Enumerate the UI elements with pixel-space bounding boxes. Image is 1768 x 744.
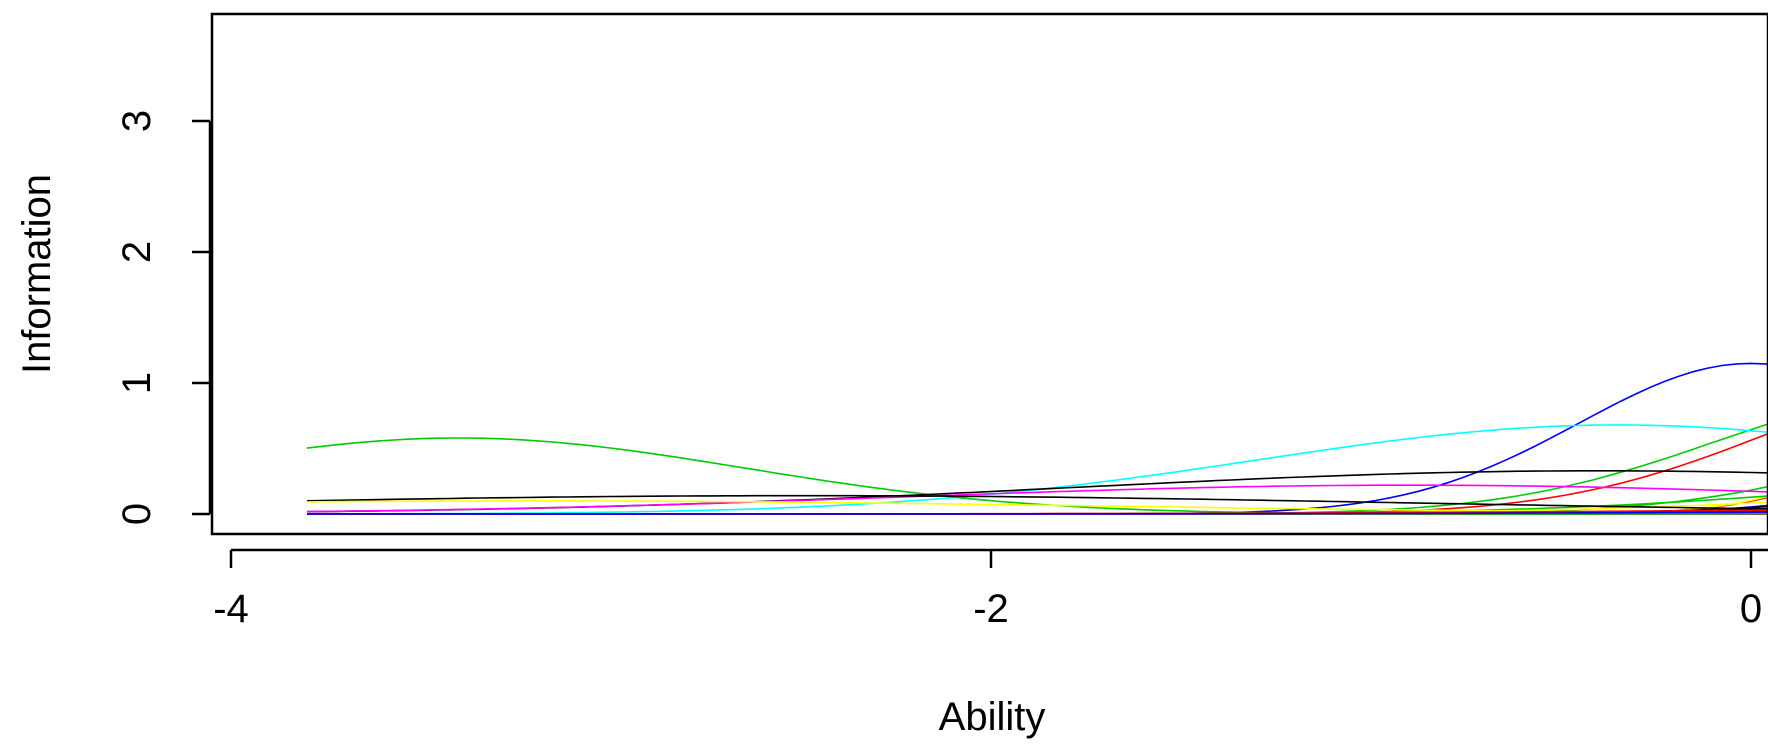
curve-series-26: [307, 432, 1768, 515]
y-axis: 0 1 2 3: [115, 110, 212, 525]
y-tick-label: 0: [115, 503, 159, 525]
curve-series-8: [307, 513, 1768, 515]
curve-series-17: [307, 513, 1768, 515]
curves-layer: [306, 362, 1768, 515]
x-tick-label: -2: [973, 587, 1009, 631]
curve-series-3: [307, 513, 1768, 515]
curve-series-28: [307, 512, 1768, 515]
x-tick-label: 0: [1740, 587, 1762, 631]
curve-series-38: [307, 513, 1768, 515]
y-tick-label: 3: [115, 110, 159, 132]
curve-series-25: [307, 513, 1768, 515]
curve-series-33: [307, 511, 1768, 515]
curve-series-5: [307, 513, 1768, 515]
curve-series-15: [307, 512, 1768, 515]
curve-series-19: [307, 513, 1768, 515]
y-tick-label: 1: [115, 372, 159, 394]
x-axis: -4-2024: [213, 548, 1768, 631]
curve-series-18: [307, 513, 1768, 515]
curve-series-1: [307, 513, 1768, 515]
curve-series-7: [307, 513, 1768, 515]
curve-series-16: [307, 495, 1768, 515]
curve-series-49: [306, 484, 1768, 513]
curve-series-2: [307, 513, 1768, 515]
curve-series-27: [307, 485, 1768, 515]
curve-series-9: [307, 512, 1768, 515]
y-axis-title: Information: [15, 174, 59, 374]
curve-series-6: [307, 512, 1768, 515]
x-axis-title: Ability: [939, 695, 1046, 739]
curve-series-23: [307, 362, 1768, 515]
curve-series-13: [307, 513, 1768, 515]
plot-frame: [210, 12, 1768, 536]
curve-series-60: [307, 511, 1768, 515]
curve-series-11: [307, 513, 1768, 515]
curve-series-4: [307, 513, 1768, 515]
x-tick-label: -4: [213, 587, 249, 631]
curve-series-53: [306, 494, 1768, 510]
curve-series-12: [307, 505, 1768, 515]
curve-series-37: [306, 437, 1768, 515]
curve-series-14: [307, 513, 1768, 515]
curve-series-44: [307, 513, 1768, 515]
y-tick-label: 2: [115, 241, 159, 263]
curve-series-21: [307, 513, 1768, 515]
curve-series-34: [307, 424, 1768, 515]
